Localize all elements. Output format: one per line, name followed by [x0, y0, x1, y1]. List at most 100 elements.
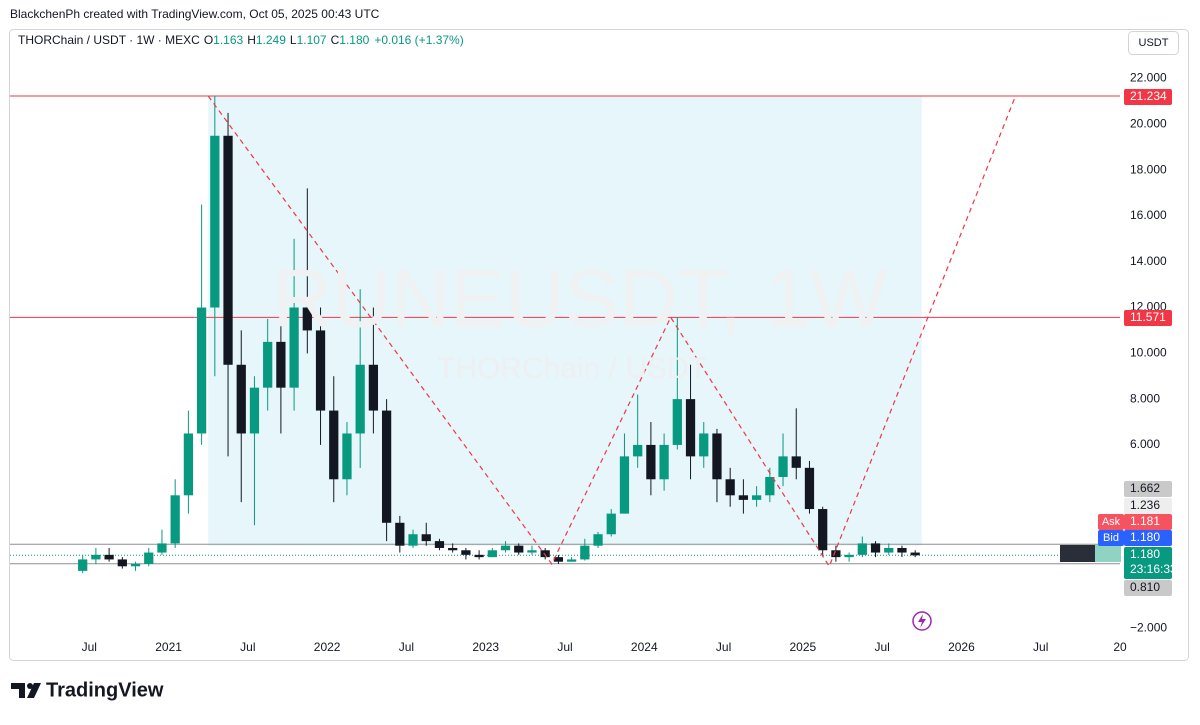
price-label-box: [1124, 481, 1172, 497]
price-tag-box: [1098, 514, 1124, 530]
candle-body: [566, 559, 577, 562]
candle-body: [646, 444, 656, 480]
price-label-box: [1124, 547, 1172, 579]
plot-area: [10, 95, 1120, 574]
candle-body: [738, 495, 749, 500]
candle-body: [289, 307, 299, 388]
candle-body: [712, 433, 722, 480]
price-tag: Ask: [1102, 516, 1121, 528]
candle-body: [157, 543, 167, 553]
target-zone: [208, 96, 922, 546]
candle-body: [408, 534, 418, 546]
candle-body: [183, 433, 194, 496]
x-tick-label: Jul: [716, 640, 731, 654]
candle-body: [78, 559, 88, 571]
y-tick-label: 6.000: [1130, 437, 1160, 451]
ohlc-label: O: [204, 33, 213, 47]
candle-body: [487, 550, 497, 558]
candle-body: [170, 495, 180, 544]
y-tick-label: 10.000: [1130, 345, 1167, 359]
watermark-ticker: RUNEUSDT, 1W: [272, 254, 888, 345]
y-tick-label: 16.000: [1130, 208, 1167, 222]
candle-body: [117, 559, 127, 567]
candle-body: [527, 550, 537, 553]
candle-body: [831, 550, 841, 558]
candle-body: [672, 399, 682, 445]
candle-body: [104, 554, 114, 560]
candle-body: [685, 399, 696, 457]
x-tick-label: 2021: [155, 640, 182, 654]
candle-body: [633, 444, 643, 457]
x-tick-label: Jul: [557, 640, 572, 654]
candle-body: [765, 476, 775, 496]
candle-body: [910, 552, 920, 556]
candle-body: [249, 387, 260, 434]
candle-body: [593, 534, 603, 546]
candle-body: [857, 543, 867, 555]
price-label-box: [1124, 580, 1172, 596]
candle-body: [818, 509, 828, 551]
candle-body: [263, 341, 273, 388]
ohlc-value: 1.163: [213, 33, 243, 47]
candle-body: [355, 364, 365, 434]
lightning-icon[interactable]: [912, 611, 932, 631]
change: +0.016 (+1.37%): [374, 33, 463, 47]
x-tick-label: 2026: [948, 640, 975, 654]
brand-logo: [11, 683, 41, 698]
x-tick-label: Jul: [240, 640, 255, 654]
countdown: 23:16:33: [1130, 562, 1177, 576]
candle-body: [791, 456, 801, 468]
price-label: 11.571: [1130, 310, 1166, 324]
candle-body: [91, 554, 101, 560]
ohlc-value: 1.180: [339, 33, 369, 47]
candle-body: [580, 545, 590, 560]
candle-body: [897, 547, 907, 553]
candle-body: [368, 364, 379, 411]
y-tick-label: 14.000: [1130, 254, 1167, 268]
y-tick-label: −2.000: [1130, 620, 1167, 634]
price-label: 1.662: [1130, 481, 1160, 495]
candle-body: [725, 479, 735, 496]
x-tick-label: 2023: [472, 640, 499, 654]
candle-body: [395, 522, 405, 546]
x-tick-label: 2022: [314, 640, 341, 654]
currency-label[interactable]: USDT: [1139, 37, 1169, 49]
bid-ask-spread: [1060, 545, 1095, 562]
ohlc-label: H: [247, 33, 256, 47]
price-label: 1.180: [1130, 530, 1160, 544]
candle-body: [144, 552, 154, 565]
price-label-box: [1124, 530, 1172, 546]
price-label: 1.181: [1130, 514, 1160, 528]
candle-body: [540, 550, 550, 558]
candle-body: [553, 557, 564, 562]
ohlc-label: L: [290, 33, 297, 47]
candle-body: [699, 433, 709, 457]
x-tick-label: Jul: [874, 640, 889, 654]
x-tick-label: Jul: [1033, 640, 1048, 654]
price-label-box: [1124, 514, 1172, 530]
y-tick-label: 8.000: [1130, 391, 1160, 405]
y-tick-label: 22.000: [1130, 71, 1167, 85]
candle-body: [434, 541, 445, 548]
price-label: 21.234: [1130, 89, 1167, 103]
price-label: 0.810: [1130, 580, 1160, 594]
symbol: THORChain / USDT · 1W · MEXC: [18, 33, 200, 47]
x-tick-label: 2024: [631, 640, 658, 654]
candle-body: [196, 307, 207, 434]
price-label-box: [1124, 89, 1172, 105]
price-tag-box: [1098, 530, 1124, 546]
price-label-box: [1124, 310, 1172, 326]
candle-body: [500, 545, 511, 551]
candle-body: [329, 410, 339, 480]
candle-body: [461, 550, 471, 555]
y-tick-label: 18.000: [1130, 162, 1167, 176]
symbol-legend: THORChain / USDT · 1W · MEXC O1.163 H1.249…: [18, 33, 464, 47]
candle-body: [619, 456, 630, 514]
brand-name: TradingView: [46, 679, 164, 701]
candle-body: [751, 495, 762, 500]
currency-button[interactable]: [1128, 31, 1179, 55]
watermark-name: THORChain / USDT: [437, 352, 707, 385]
candle-body: [421, 534, 431, 542]
candle-body: [606, 513, 616, 535]
